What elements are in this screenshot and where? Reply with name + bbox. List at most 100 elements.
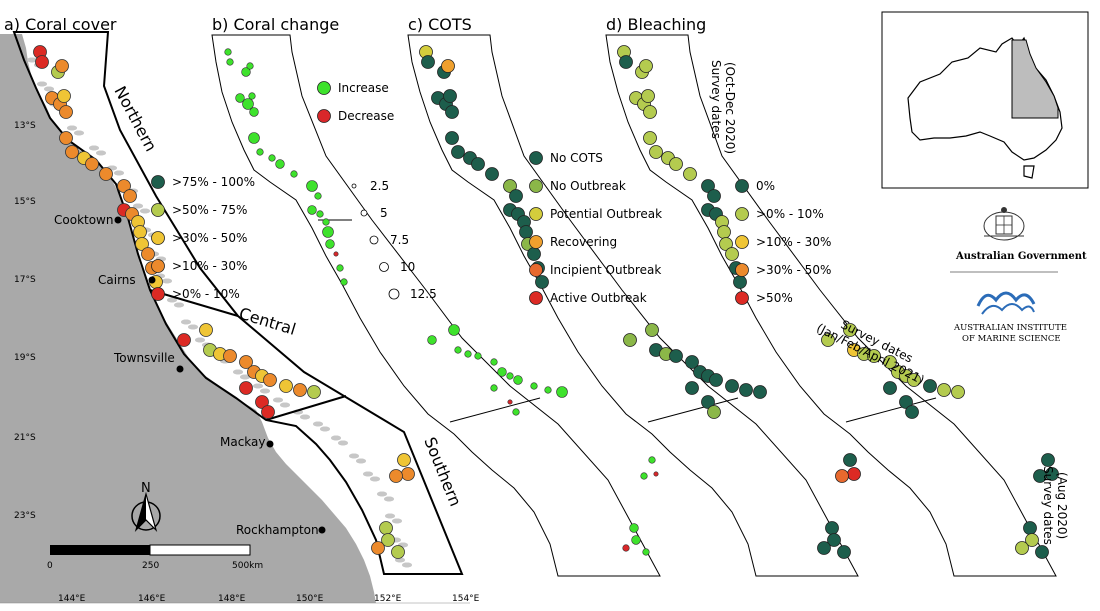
reef-patch bbox=[44, 86, 54, 92]
legend-coral-cover: >75% - 100% >50% - 75% >30% - 50% >10% - 30… bbox=[151, 175, 255, 301]
reef-marker bbox=[701, 179, 715, 193]
reef-patch bbox=[188, 324, 198, 330]
reef-marker bbox=[619, 55, 633, 69]
reef-patch bbox=[280, 402, 290, 408]
legend-label: Decrease bbox=[338, 109, 394, 123]
coral-change-markers bbox=[224, 48, 659, 556]
legend-swatch bbox=[529, 207, 543, 221]
legend-swatch bbox=[151, 175, 165, 189]
coral-cover-markers bbox=[33, 45, 415, 559]
reef-marker bbox=[248, 92, 256, 100]
reef-marker bbox=[648, 456, 656, 464]
reef-patch bbox=[313, 421, 323, 427]
reef-patch bbox=[356, 458, 366, 464]
divider-central-south bbox=[265, 395, 347, 421]
reef-marker bbox=[733, 275, 747, 289]
aims-logo: Australian Institute of Marine Science bbox=[953, 291, 1067, 344]
reef-marker bbox=[371, 541, 385, 555]
reef-marker bbox=[649, 145, 663, 159]
svg-text:144°E: 144°E bbox=[58, 594, 86, 604]
reef-marker bbox=[497, 367, 507, 377]
reef-marker bbox=[544, 386, 552, 394]
svg-text:19°S: 19°S bbox=[14, 353, 36, 363]
reef-marker bbox=[263, 373, 277, 387]
legend-size-swatch bbox=[351, 183, 357, 189]
reef-marker bbox=[640, 472, 648, 480]
reef-patch bbox=[233, 369, 243, 375]
reef-patch bbox=[74, 130, 84, 136]
legend-swatch bbox=[151, 287, 165, 301]
legend-swatch bbox=[529, 235, 543, 249]
cots-markers bbox=[419, 45, 861, 559]
reef-marker bbox=[290, 170, 298, 178]
reef-marker bbox=[527, 247, 541, 261]
reef-marker bbox=[847, 467, 861, 481]
legend-label: No Outbreak bbox=[550, 179, 626, 193]
city-labels: Cooktown Cairns Townsville Mackay Rockha… bbox=[54, 213, 326, 537]
reef-marker bbox=[379, 521, 393, 535]
legend-swatch bbox=[735, 179, 749, 193]
legend-size-label: 12.5 bbox=[410, 287, 437, 301]
aims-wave-icon bbox=[976, 291, 1036, 315]
reef-patch bbox=[240, 374, 250, 380]
svg-text:N: N bbox=[141, 481, 151, 496]
reef-patch bbox=[37, 81, 47, 87]
reef-marker bbox=[951, 385, 965, 399]
svg-text:15°S: 15°S bbox=[14, 197, 36, 207]
reef-patch bbox=[349, 453, 359, 459]
reef-marker bbox=[293, 383, 307, 397]
reef-patch bbox=[320, 426, 330, 432]
legend-label: >75% - 100% bbox=[172, 175, 255, 189]
legend-swatch bbox=[735, 207, 749, 221]
reef-marker bbox=[821, 333, 835, 347]
reef-marker bbox=[421, 55, 435, 69]
bleaching-markers bbox=[617, 45, 1059, 559]
reef-marker bbox=[448, 324, 460, 336]
svg-text:Survey dates: Survey dates bbox=[709, 60, 723, 139]
reef-patch bbox=[338, 440, 348, 446]
legend-size-swatch bbox=[360, 209, 368, 217]
legend-swatch bbox=[529, 291, 543, 305]
reef-marker bbox=[629, 523, 639, 533]
reef-patch bbox=[114, 170, 124, 176]
legend-swatch bbox=[529, 263, 543, 277]
reef-patch bbox=[140, 208, 150, 214]
reef-marker bbox=[333, 251, 339, 257]
svg-text:150°E: 150°E bbox=[296, 594, 324, 604]
reef-patch bbox=[384, 496, 394, 502]
reef-marker bbox=[57, 89, 71, 103]
reef-marker bbox=[883, 355, 897, 369]
panel-title-d: d) Bleaching bbox=[606, 15, 706, 34]
reef-marker bbox=[1023, 521, 1037, 535]
reef-marker bbox=[843, 323, 857, 337]
inset-gbr-region bbox=[1011, 39, 1059, 119]
reef-patch bbox=[181, 319, 191, 325]
svg-text:23°S: 23°S bbox=[14, 511, 36, 521]
australian-government-text: Australian Government bbox=[955, 251, 1087, 262]
reef-marker bbox=[622, 544, 630, 552]
survey-dates-central: Survey dates (Jan/Feb/April 2021) bbox=[814, 317, 926, 387]
legend-label: Potential Outbreak bbox=[550, 207, 662, 221]
reef-patch bbox=[162, 278, 172, 284]
reef-marker bbox=[239, 355, 253, 369]
reef-marker bbox=[827, 533, 841, 547]
mainland-land bbox=[0, 34, 376, 603]
reef-patch bbox=[133, 203, 143, 209]
reef-marker bbox=[306, 180, 318, 192]
reef-marker bbox=[248, 132, 260, 144]
longitude-ticks: 144°E 146°E 148°E 150°E 152°E 154°E bbox=[58, 594, 480, 604]
reef-marker bbox=[519, 225, 533, 239]
panel-coral-cover bbox=[0, 31, 470, 604]
reef-marker bbox=[314, 192, 322, 200]
reef-marker bbox=[907, 373, 921, 387]
reef-patches bbox=[27, 57, 412, 568]
reef-patch bbox=[273, 397, 283, 403]
legend-size-swatch bbox=[379, 262, 389, 272]
reef-marker bbox=[867, 349, 881, 363]
region-label-southern: Southern bbox=[420, 434, 465, 509]
reef-marker bbox=[389, 469, 403, 483]
reef-patch bbox=[402, 562, 412, 568]
reef-marker bbox=[739, 383, 753, 397]
legend-label: >30% - 50% bbox=[756, 263, 831, 277]
